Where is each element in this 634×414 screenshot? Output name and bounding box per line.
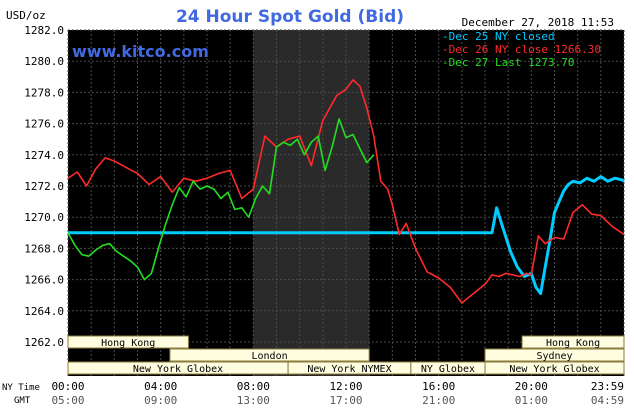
session-bar: NY Globex bbox=[410, 361, 486, 375]
x-tick-label-gmt: 13:00 bbox=[237, 394, 270, 407]
x-tick-label-gmt: 05:00 bbox=[51, 394, 84, 407]
y-tick-label: 1268.0 bbox=[24, 242, 64, 255]
x-tick-label-ny: 16:00 bbox=[422, 380, 455, 393]
session-bar-box bbox=[169, 348, 370, 362]
y-tick-label: 1272.0 bbox=[24, 180, 64, 193]
session-bar: New York Globex bbox=[67, 361, 289, 375]
series-line-2 bbox=[67, 79, 625, 304]
legend: -Dec 25 NY closed-Dec 26 NY close 1266.3… bbox=[442, 30, 601, 69]
y-tick-label: 1264.0 bbox=[24, 305, 64, 318]
session-bar: New York NYMEX bbox=[287, 361, 412, 375]
x-tick-label-ny: 04:00 bbox=[144, 380, 177, 393]
timestamp: December 27, 2018 11:53 bbox=[462, 16, 614, 29]
session-bar: London bbox=[169, 348, 370, 362]
x-tick-label-gmt: 01:00 bbox=[515, 394, 548, 407]
y-tick-label: 1282.0 bbox=[24, 24, 64, 37]
session-label: Hong Kong bbox=[546, 338, 600, 349]
session-label: New York Globex bbox=[133, 364, 223, 375]
series-line-1 bbox=[68, 175, 625, 296]
highlight-band bbox=[253, 30, 370, 376]
y-tick-label: 1276.0 bbox=[24, 118, 64, 131]
legend-entry: -Dec 27 Last 1273.70 bbox=[442, 56, 574, 69]
y-tick-label: 1270.0 bbox=[24, 211, 64, 224]
x-tick-label-gmt: 04:59 bbox=[591, 394, 624, 407]
y-tick-label: 1280.0 bbox=[24, 55, 64, 68]
watermark: www.kitco.com bbox=[72, 42, 209, 61]
x-tick-label-gmt: 17:00 bbox=[329, 394, 362, 407]
session-label: Sydney bbox=[536, 351, 572, 362]
market-sessions: Hong Kong London New York Globex New York N… bbox=[67, 335, 625, 375]
x-tick-label-gmt: 09:00 bbox=[144, 394, 177, 407]
y-axis-unit-label: USD/oz bbox=[6, 9, 46, 22]
ny-time-row-label: NY Time bbox=[2, 383, 40, 393]
x-tick-label-gmt: 21:00 bbox=[422, 394, 455, 407]
session-bar: New York Globex bbox=[484, 361, 625, 375]
y-tick-label: 1266.0 bbox=[24, 274, 64, 287]
x-tick-label-ny: 00:00 bbox=[51, 380, 84, 393]
y-tick-label: 1274.0 bbox=[24, 149, 64, 162]
session-bar: Hong Kong bbox=[67, 335, 189, 349]
session-label: New York Globex bbox=[509, 364, 599, 375]
series-lines bbox=[67, 79, 625, 304]
session-label: London bbox=[251, 351, 287, 362]
x-tick-label-ny: 12:00 bbox=[329, 380, 362, 393]
x-tick-label-ny: 20:00 bbox=[515, 380, 548, 393]
legend-entry: -Dec 26 NY close 1266.30 bbox=[442, 43, 601, 56]
gmt-row-label: GMT bbox=[14, 396, 31, 406]
legend-entry: -Dec 25 NY closed bbox=[442, 30, 555, 43]
session-label: NY Globex bbox=[421, 364, 475, 375]
series-line-3 bbox=[67, 118, 375, 281]
session-label: Hong Kong bbox=[101, 338, 155, 349]
session-bar-box bbox=[484, 361, 625, 375]
session-label: New York NYMEX bbox=[307, 364, 391, 375]
session-bar: Hong Kong bbox=[521, 335, 625, 349]
x-tick-label-ny: 08:00 bbox=[237, 380, 270, 393]
session-bar-box bbox=[67, 335, 189, 349]
session-bar-box bbox=[521, 335, 625, 349]
session-bar-box bbox=[484, 348, 625, 362]
y-tick-label: 1262.0 bbox=[24, 336, 64, 349]
x-tick-label-ny: 23:59 bbox=[591, 380, 624, 393]
chart-title: 24 Hour Spot Gold (Bid) bbox=[176, 7, 404, 27]
session-bar: Sydney bbox=[484, 348, 625, 362]
y-axis-ticks: 1282.0 1280.0 1278.0 1276.0 1274.0 1272.0 1270… bbox=[24, 24, 64, 349]
y-tick-label: 1278.0 bbox=[24, 86, 64, 99]
